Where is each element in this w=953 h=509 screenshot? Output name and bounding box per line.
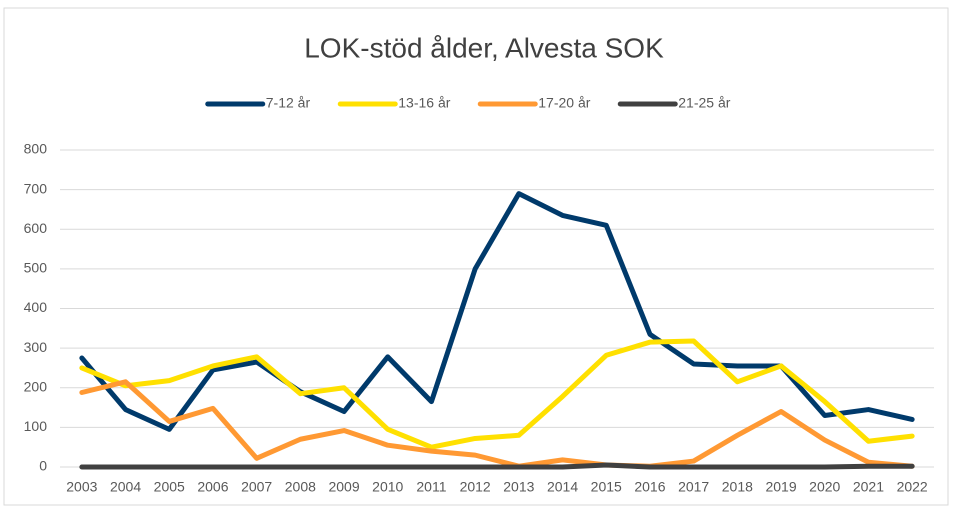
x-tick-label: 2003 xyxy=(66,479,97,495)
y-tick-label: 600 xyxy=(24,220,48,236)
y-tick-label: 300 xyxy=(24,339,48,355)
series-line xyxy=(79,379,915,469)
y-tick-label: 700 xyxy=(24,180,48,196)
y-tick-label: 800 xyxy=(24,141,48,157)
x-tick-label: 2021 xyxy=(853,479,884,495)
chart-frame xyxy=(3,7,949,506)
y-tick-label: 200 xyxy=(24,378,48,394)
x-tick-label: 2020 xyxy=(809,479,840,495)
legend-label: 17-20 år xyxy=(538,95,590,111)
y-tick-label: 400 xyxy=(24,299,48,315)
x-tick-label: 2018 xyxy=(722,479,753,495)
x-tick-label: 2011 xyxy=(416,479,446,495)
series-line xyxy=(79,338,915,450)
x-tick-label: 2015 xyxy=(591,479,622,495)
y-tick-label: 0 xyxy=(39,458,47,474)
x-tick-label: 2019 xyxy=(765,479,796,495)
x-tick-label: 2005 xyxy=(154,479,185,495)
chart-title: LOK-stöd ålder, Alvesta SOK xyxy=(304,32,664,63)
y-tick-label: 500 xyxy=(24,260,48,276)
x-tick-label: 2013 xyxy=(503,479,534,495)
x-tick-label: 2022 xyxy=(897,479,928,495)
legend-label: 7-12 år xyxy=(266,95,311,111)
x-tick-label: 2007 xyxy=(241,479,272,495)
x-tick-label: 2014 xyxy=(547,479,578,495)
legend-label: 21-25 år xyxy=(678,95,730,111)
x-tick-label: 2009 xyxy=(328,479,359,495)
x-tick-label: 2012 xyxy=(460,479,491,495)
y-tick-label: 100 xyxy=(24,418,48,434)
series-line xyxy=(79,462,915,470)
x-tick-label: 2017 xyxy=(678,479,709,495)
x-tick-label: 2010 xyxy=(372,479,403,495)
x-tick-label: 2006 xyxy=(197,479,228,495)
x-tick-label: 2008 xyxy=(285,479,316,495)
x-tick-label: 2016 xyxy=(634,479,665,495)
x-tick-label: 2004 xyxy=(110,479,141,495)
legend-label: 13-16 år xyxy=(398,95,450,111)
